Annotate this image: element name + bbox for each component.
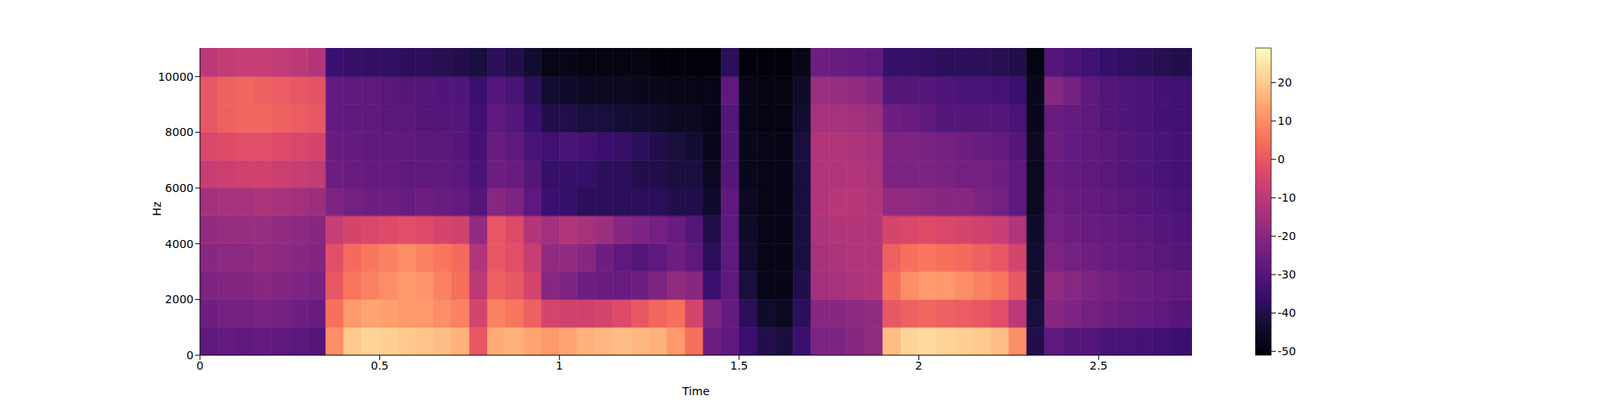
svg-text:Hz: Hz (150, 201, 164, 216)
svg-text:10000: 10000 (157, 70, 194, 84)
svg-text:2.5: 2.5 (1089, 359, 1108, 372)
svg-text:0: 0 (1277, 152, 1285, 166)
svg-text:20: 20 (1277, 76, 1292, 89)
svg-text:6000: 6000 (164, 181, 194, 195)
svg-text:0: 0 (186, 348, 194, 362)
svg-text:8000: 8000 (164, 125, 194, 139)
svg-text:10: 10 (1277, 114, 1292, 128)
svg-text:-20: -20 (1277, 229, 1296, 243)
svg-text:2000: 2000 (164, 292, 194, 306)
svg-text:2: 2 (915, 359, 923, 372)
svg-text:-10: -10 (1277, 191, 1296, 204)
svg-text:-40: -40 (1277, 306, 1296, 320)
svg-text:-50: -50 (1277, 344, 1296, 358)
svg-text:4000: 4000 (164, 237, 194, 251)
svg-text:-30: -30 (1277, 268, 1296, 281)
svg-text:1.5: 1.5 (730, 359, 748, 372)
svg-text:1: 1 (556, 359, 564, 372)
svg-text:0: 0 (196, 359, 204, 372)
svg-text:Time: Time (681, 384, 710, 398)
svg-text:0.5: 0.5 (371, 359, 389, 372)
